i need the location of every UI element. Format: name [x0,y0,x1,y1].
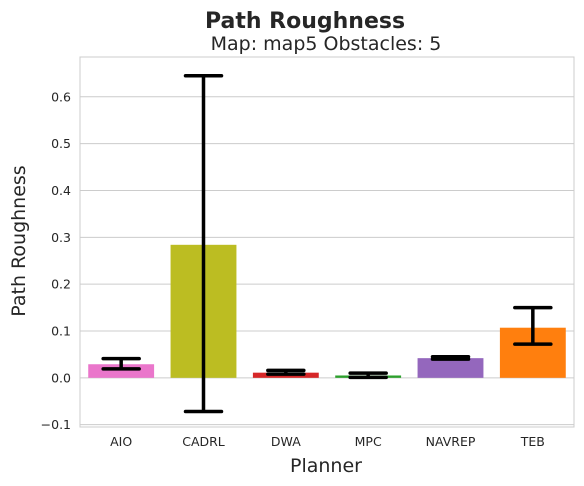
y-tick-label: 0.0 [51,370,71,385]
bars [88,244,566,378]
x-axis-label: Planner [290,455,362,477]
y-tick-label: 0.6 [51,89,71,104]
y-tick-label: −0.1 [41,417,71,432]
error-bars [101,73,553,414]
x-tick-label: CADRL [182,434,225,449]
x-tick-label: TEB [520,434,545,449]
y-tick-label: 0.5 [51,136,71,151]
x-tick-label: MPC [355,434,382,449]
y-tick-label: 0.3 [51,230,71,245]
x-tick-label: AIO [110,434,132,449]
x-tick-label: NAVREP [426,434,476,449]
x-axis-ticks: AIO CADRL DWA MPC NAVREP TEB [110,434,545,449]
chart-suptitle: Path Roughness [205,9,405,34]
gridlines [80,96,574,426]
y-axis-label: Path Roughness [8,165,30,316]
y-tick-label: 0.2 [51,277,71,292]
bar-navrep [417,358,484,378]
plot-area [79,56,575,428]
chart-title: Map: map5 Obstacles: 5 [211,33,442,55]
y-tick-label: 0.1 [51,323,71,338]
y-axis-ticks: −0.1 0.0 0.1 0.2 0.3 0.4 0.5 0.6 [41,89,71,432]
x-tick-label: DWA [271,434,301,449]
y-tick-label: 0.4 [51,183,71,198]
